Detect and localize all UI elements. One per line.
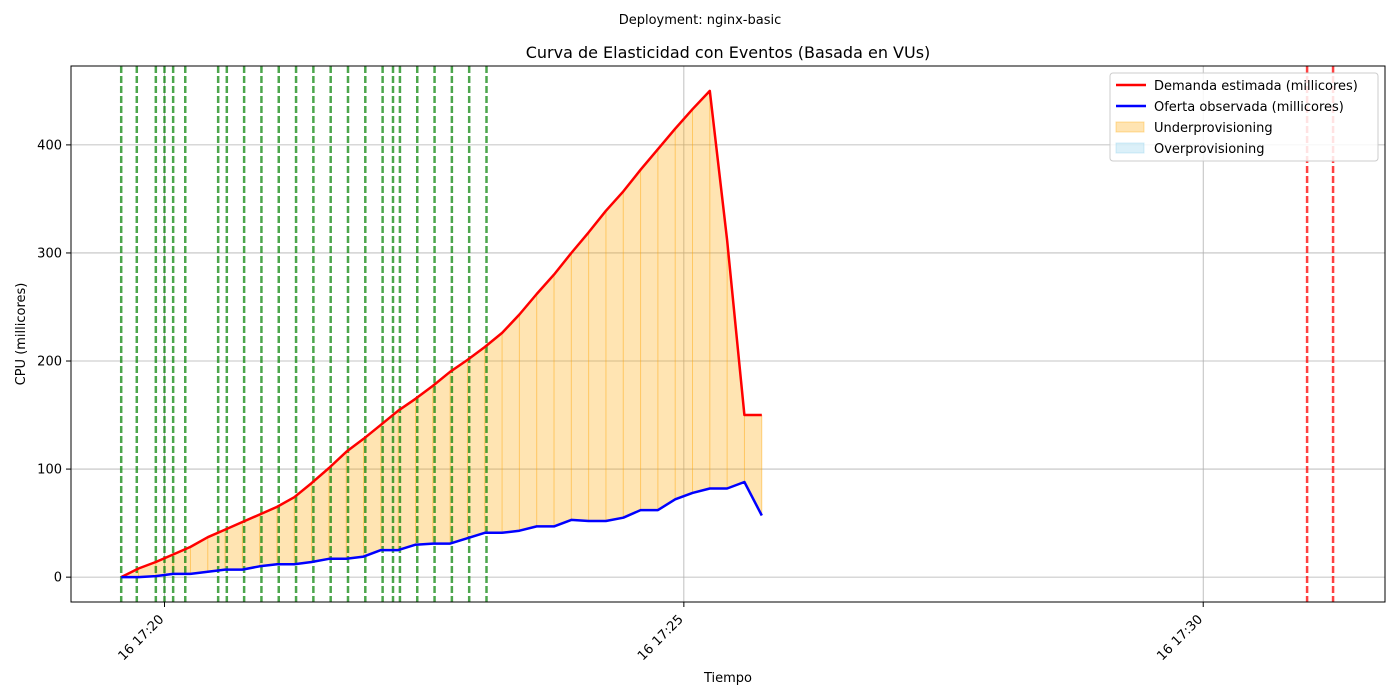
legend-supply-label: Oferta observada (millicores) bbox=[1154, 100, 1344, 115]
y-tick-label: 100 bbox=[37, 463, 62, 478]
y-tick-label: 0 bbox=[54, 571, 62, 586]
series-lines bbox=[120, 89, 763, 579]
x-tick-label: 16 17:20 bbox=[116, 612, 168, 664]
legend-box bbox=[1109, 72, 1379, 162]
y-tick-label: 300 bbox=[37, 246, 62, 261]
event-lines bbox=[119, 66, 1335, 602]
legend-underprovisioning-swatch bbox=[1115, 121, 1145, 133]
y-tick-label: 400 bbox=[37, 138, 62, 153]
legend-overprovisioning-swatch bbox=[1115, 142, 1145, 154]
grid bbox=[71, 66, 1385, 602]
provisioning-fill bbox=[121, 90, 763, 578]
y-axis-label: CPU (millicores) bbox=[14, 283, 29, 386]
legend: Demanda estimada (millicores) Oferta obs… bbox=[1109, 72, 1379, 162]
suptitle: Deployment: nginx-basic bbox=[619, 13, 782, 28]
x-axis-label: Tiempo bbox=[703, 671, 752, 686]
plot-frame bbox=[70, 65, 1386, 603]
supply-series-line bbox=[121, 480, 763, 579]
underprovisioning-area bbox=[121, 90, 762, 578]
legend-underprovisioning-label: Underprovisioning bbox=[1154, 121, 1273, 136]
demand-series-line bbox=[120, 89, 762, 579]
y-tick-label: 200 bbox=[37, 355, 62, 370]
x-tick-label: 16 17:30 bbox=[1154, 612, 1206, 664]
chart-title: Curva de Elasticidad con Eventos (Basada… bbox=[526, 43, 931, 62]
legend-demand-label: Demanda estimada (millicores) bbox=[1154, 79, 1358, 94]
legend-overprovisioning-label: Overprovisioning bbox=[1154, 142, 1265, 157]
x-tick-label: 16 17:25 bbox=[635, 612, 687, 664]
